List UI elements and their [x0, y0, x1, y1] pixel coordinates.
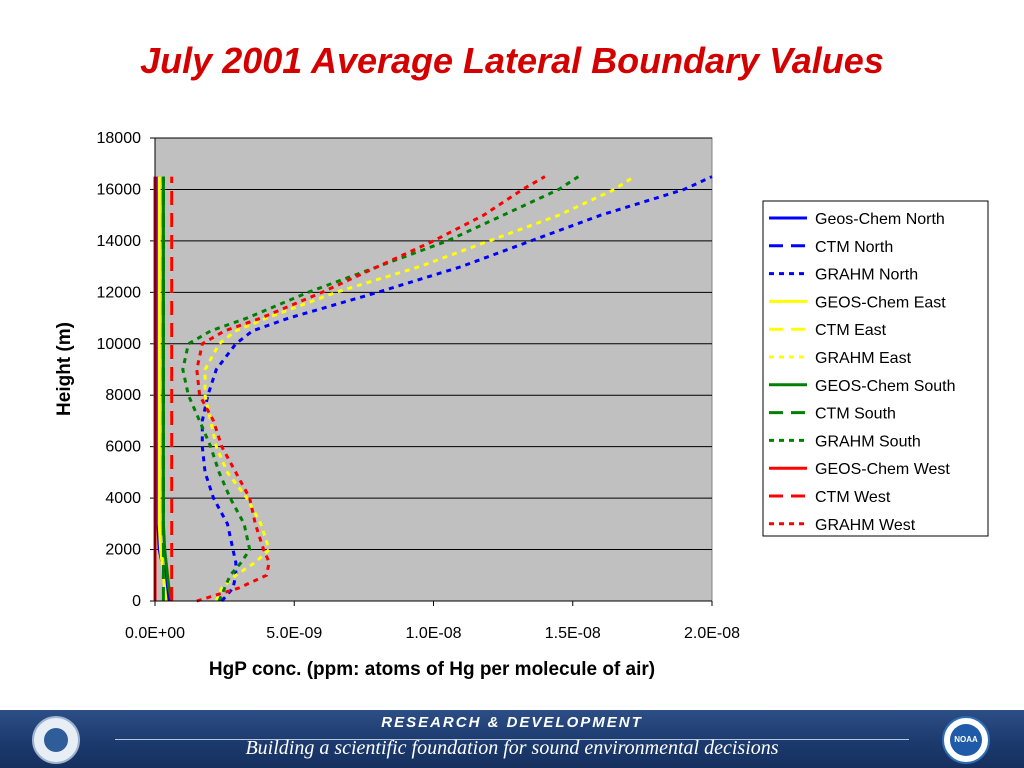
legend-label: GEOS-Chem South: [815, 378, 956, 395]
y-axis-ticks: 0 2000 4000 6000 8000 10000 12000 14000 16000 180…: [97, 130, 155, 610]
x-tick-label: 0.0E+00: [125, 625, 185, 642]
legend-box: [762, 200, 989, 537]
y-tick-label: 10000: [97, 336, 142, 353]
y-axis-label: Height (m): [54, 322, 75, 416]
series-line-grahm-west: [195, 175, 546, 603]
legend-label: GRAHM East: [815, 350, 912, 367]
legend-label: GRAHM South: [815, 433, 921, 450]
y-tick-label: 18000: [97, 130, 142, 147]
legend-label: CTM East: [815, 322, 887, 339]
legend-label: CTM West: [815, 489, 891, 506]
legend-label: GEOS-Chem West: [815, 461, 950, 478]
y-tick-label: 12000: [97, 284, 142, 301]
legend-label: CTM North: [815, 239, 893, 256]
footer-banner: RESEARCH & DEVELOPMENT Building a scient…: [0, 710, 1024, 768]
x-tick-label: 5.0E-09: [266, 625, 322, 642]
series-line-grahm-south: [181, 175, 580, 602]
x-tick-label: 1.0E-08: [405, 625, 461, 642]
legend-label: GRAHM North: [815, 267, 918, 284]
legend-label: GRAHM West: [815, 517, 916, 534]
noaa-seal-icon: NOAA: [942, 716, 990, 764]
footer-tagline: Building a scientific foundation for sou…: [245, 737, 779, 759]
legend: Geos-Chem North CTM North GRAHM North GEOS-…: [762, 200, 989, 537]
legend-label: GEOS-Chem East: [815, 294, 946, 311]
x-axis-label: HgP conc. (ppm: atoms of Hg per molecule…: [209, 659, 655, 680]
x-tick-label: 2.0E-08: [684, 625, 740, 642]
noaa-text: NOAA: [950, 724, 982, 756]
series-line-grahm-east: [203, 175, 635, 602]
legend-label: CTM South: [815, 406, 896, 423]
slide-title: July 2001 Average Lateral Boundary Value…: [140, 40, 884, 81]
epa-seal-icon: [32, 716, 80, 764]
y-tick-label: 0: [132, 593, 141, 610]
legend-label: Geos-Chem North: [815, 211, 945, 228]
y-tick-label: 6000: [105, 439, 141, 456]
x-tick-label: 1.5E-08: [545, 625, 601, 642]
y-tick-label: 4000: [105, 490, 141, 507]
y-tick-label: 2000: [105, 542, 141, 559]
y-tick-label: 8000: [105, 387, 141, 404]
y-tick-label: 16000: [97, 181, 142, 198]
plot-area: [154, 137, 713, 602]
chart: 0 2000 4000 6000 8000 10000 12000 14000 16000 180…: [54, 130, 989, 680]
footer-divider: [115, 739, 909, 740]
x-axis-ticks: 0.0E+00 5.0E-09 1.0E-08 1.5E-08 2.0E-08: [125, 601, 740, 642]
footer-heading: RESEARCH & DEVELOPMENT: [381, 714, 643, 731]
y-tick-label: 14000: [97, 233, 142, 250]
series-line-geos-chem-east: [157, 176, 168, 602]
